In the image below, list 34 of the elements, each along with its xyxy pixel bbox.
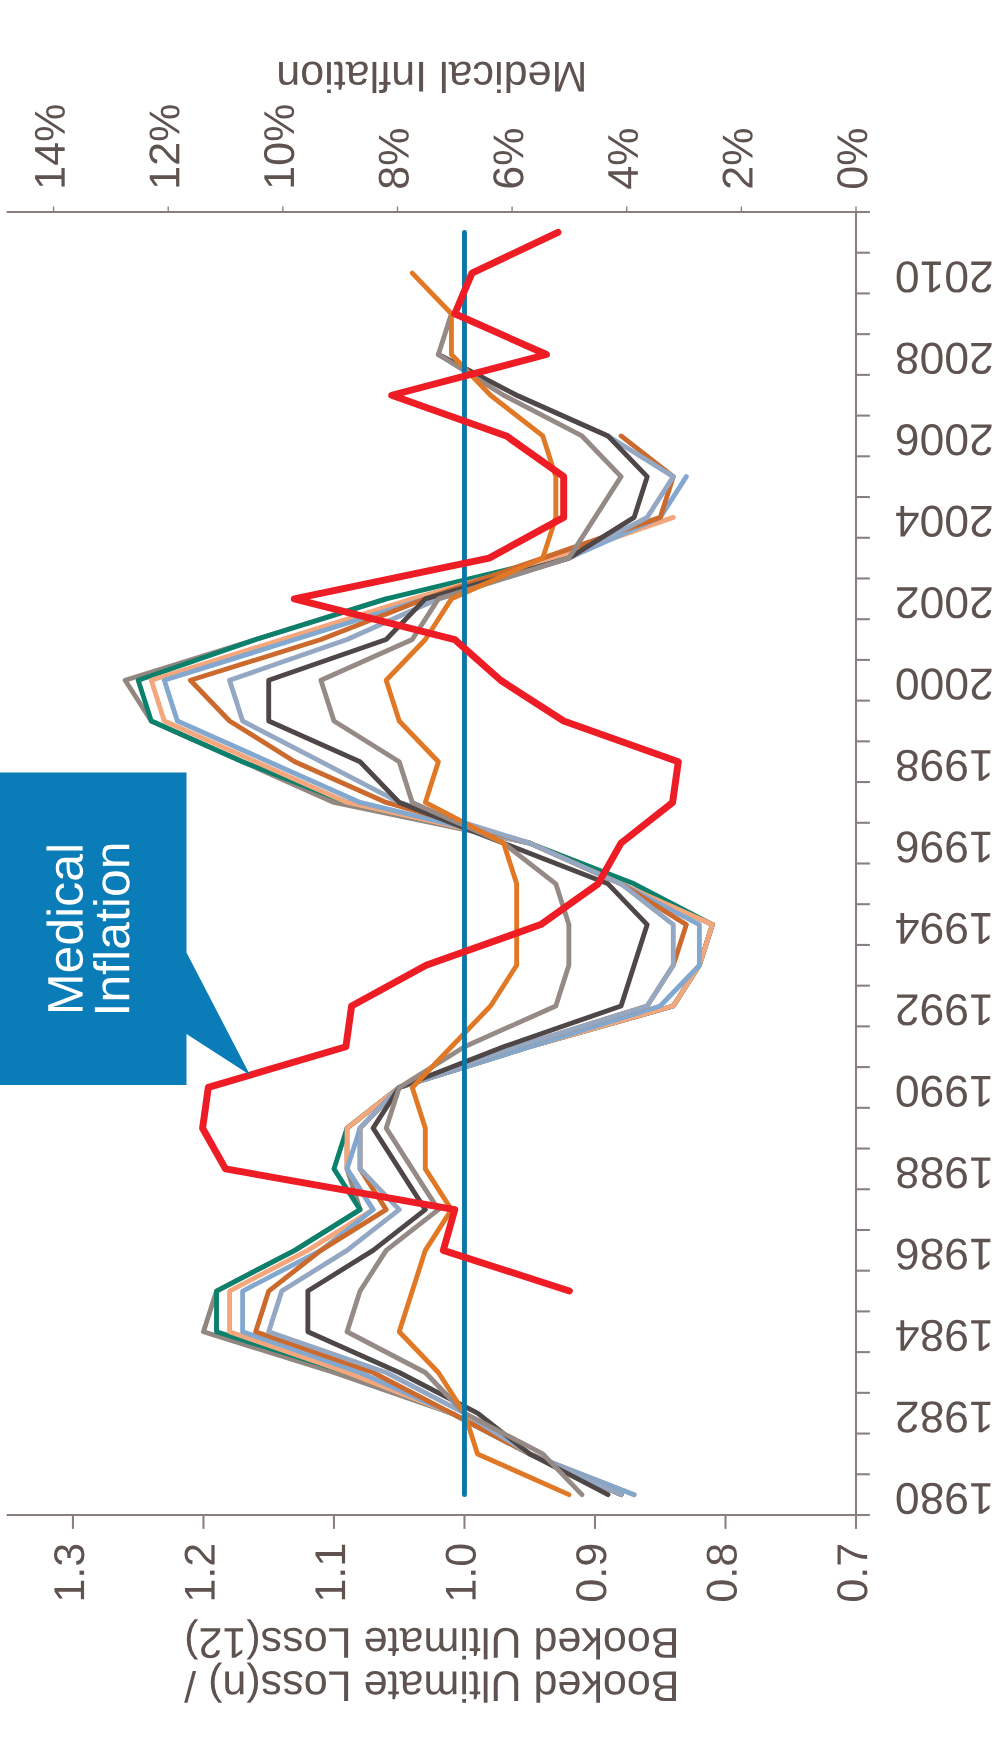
x2-tick-label: 8% [378, 129, 410, 188]
y-tick-label: 1980 [896, 1482, 991, 1515]
x2-tick-label: 0% [837, 129, 868, 189]
x2-tick-label: 6% [493, 129, 524, 188]
y-tick-label: 1994 [896, 912, 991, 945]
x-tick-label: 0.8 [706, 1544, 738, 1601]
y-tick-label: 2008 [896, 342, 992, 375]
y-tick-label: 1982 [897, 1401, 991, 1433]
x-axis-title: Booked Ultimate Loss(n) / Booked Ultimate Loss(12) [184, 1619, 676, 1703]
x2-tick-label: 14% [34, 105, 65, 187]
y-tick-label: 1996 [896, 831, 991, 863]
y-tick-label: 1984 [896, 1319, 991, 1352]
y-tick-label: 1998 [896, 749, 991, 782]
y-tick-label: 2002 [897, 586, 992, 619]
y-tick-label: 2010 [896, 261, 992, 293]
annotation: Medical Inflation [46, 844, 130, 1012]
x2-tick-label: 10% [263, 105, 295, 187]
y-tick-label: 2004 [896, 505, 992, 537]
x-tick-label: 1.1 [315, 1544, 346, 1600]
x-tick-label: 1.0 [445, 1544, 477, 1600]
x-tick-label: 1.2 [184, 1544, 215, 1600]
x2-axis-title: Medical Inflation [279, 61, 584, 94]
x2-tick-label: 2% [722, 129, 753, 188]
y-tick-label: 2006 [896, 424, 992, 456]
x-tick-label: 1.3 [54, 1544, 85, 1600]
y-tick-label: 1988 [896, 1156, 991, 1189]
y-tick-label: 1992 [897, 994, 991, 1026]
y-tick-label: 2000 [896, 668, 992, 700]
x2-tick-label: 12% [149, 105, 180, 187]
x-tick-label: 0.9 [576, 1544, 607, 1601]
x-tick-label: 0.7 [837, 1544, 868, 1601]
x2-tick-label: 4% [607, 129, 639, 189]
y-tick-label: 1990 [896, 1075, 991, 1107]
y-tick-label: 1986 [896, 1238, 991, 1270]
